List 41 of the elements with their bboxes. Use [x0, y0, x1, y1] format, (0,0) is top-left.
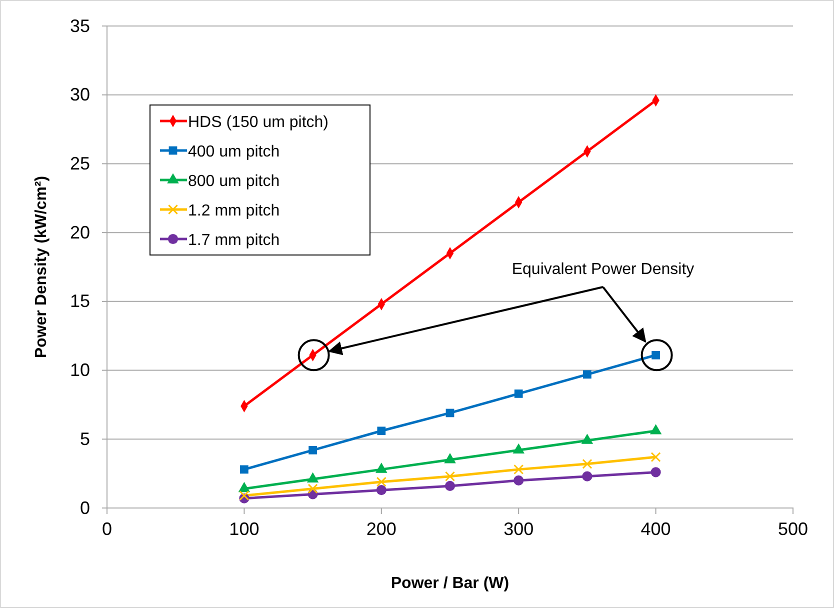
y-axis-title: Power Density (kW/cm²): [33, 176, 50, 358]
legend-label: 400 um pitch: [188, 144, 280, 160]
point: [308, 484, 318, 494]
annotation: Equivalent Power Density: [512, 261, 694, 278]
point: [582, 458, 592, 469]
point: [650, 467, 661, 478]
x-tick-label: 0: [102, 518, 112, 539]
x-tick-label: 200: [366, 518, 396, 539]
point: [514, 390, 523, 398]
point: [650, 452, 661, 462]
x-tick-label: 300: [504, 518, 534, 539]
point: [308, 446, 317, 454]
x-axis-title: Power / Bar (W): [390, 575, 510, 592]
point: [444, 453, 456, 464]
x-tick-label: 400: [640, 518, 671, 539]
y-tick-label: 30: [70, 84, 90, 105]
y-tick-label: 20: [70, 222, 90, 242]
point: [444, 480, 456, 491]
point: [239, 490, 250, 501]
y-tick-label: 10: [70, 360, 90, 380]
point: [376, 485, 386, 496]
y-tick-label: 15: [70, 291, 90, 312]
point: [583, 370, 592, 379]
y-tick-label: 0: [80, 498, 90, 518]
legend-label: 800 um pitch: [188, 173, 280, 190]
point: [240, 465, 248, 474]
point: [514, 464, 524, 474]
legend-label: HDS (150 um pitch): [188, 114, 328, 131]
point: [377, 426, 386, 436]
legend-label: 1.7 mm pitch: [188, 232, 280, 249]
x-tick-label: 100: [229, 518, 260, 539]
y-tick-label: 25: [70, 153, 90, 174]
y-tick-label: 35: [70, 16, 90, 36]
point: [376, 476, 386, 487]
x-tick-label: 500: [778, 518, 808, 539]
point: [446, 408, 454, 418]
point: [514, 475, 524, 486]
point: [444, 471, 456, 482]
point: [582, 471, 592, 482]
legend-label: 1.2 mm pitch: [188, 202, 280, 220]
y-tick-label: 5: [80, 428, 90, 449]
